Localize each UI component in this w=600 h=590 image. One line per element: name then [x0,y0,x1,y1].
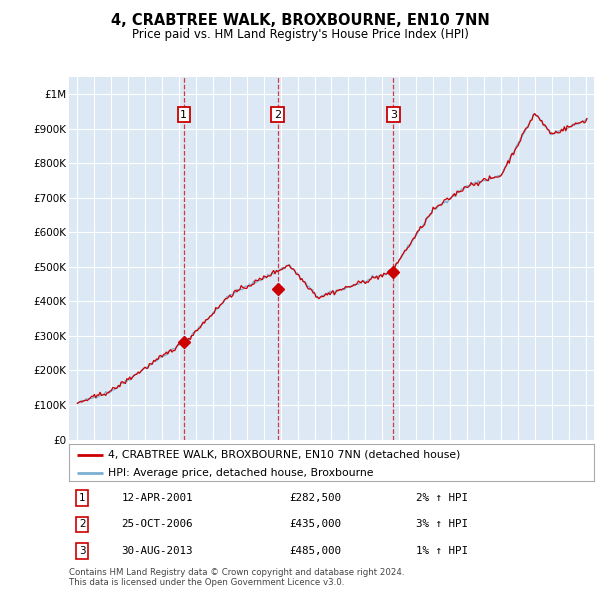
Text: 4, CRABTREE WALK, BROXBOURNE, EN10 7NN (detached house): 4, CRABTREE WALK, BROXBOURNE, EN10 7NN (… [109,450,461,460]
Text: 3: 3 [79,546,85,556]
Text: 12-APR-2001: 12-APR-2001 [121,493,193,503]
Text: HPI: Average price, detached house, Broxbourne: HPI: Average price, detached house, Brox… [109,468,374,478]
Text: 2: 2 [274,110,281,120]
Text: 3% ↑ HPI: 3% ↑ HPI [415,519,467,529]
Text: £485,000: £485,000 [290,546,341,556]
Text: Price paid vs. HM Land Registry's House Price Index (HPI): Price paid vs. HM Land Registry's House … [131,28,469,41]
Text: 2% ↑ HPI: 2% ↑ HPI [415,493,467,503]
Text: 2: 2 [79,519,85,529]
Text: 3: 3 [390,110,397,120]
Text: 1: 1 [79,493,85,503]
Text: 4, CRABTREE WALK, BROXBOURNE, EN10 7NN: 4, CRABTREE WALK, BROXBOURNE, EN10 7NN [110,13,490,28]
Text: £282,500: £282,500 [290,493,341,503]
Text: £435,000: £435,000 [290,519,341,529]
Text: Contains HM Land Registry data © Crown copyright and database right 2024.
This d: Contains HM Land Registry data © Crown c… [69,568,404,587]
Text: 30-AUG-2013: 30-AUG-2013 [121,546,193,556]
Text: 1: 1 [181,110,187,120]
Text: 1% ↑ HPI: 1% ↑ HPI [415,546,467,556]
Text: 25-OCT-2006: 25-OCT-2006 [121,519,193,529]
